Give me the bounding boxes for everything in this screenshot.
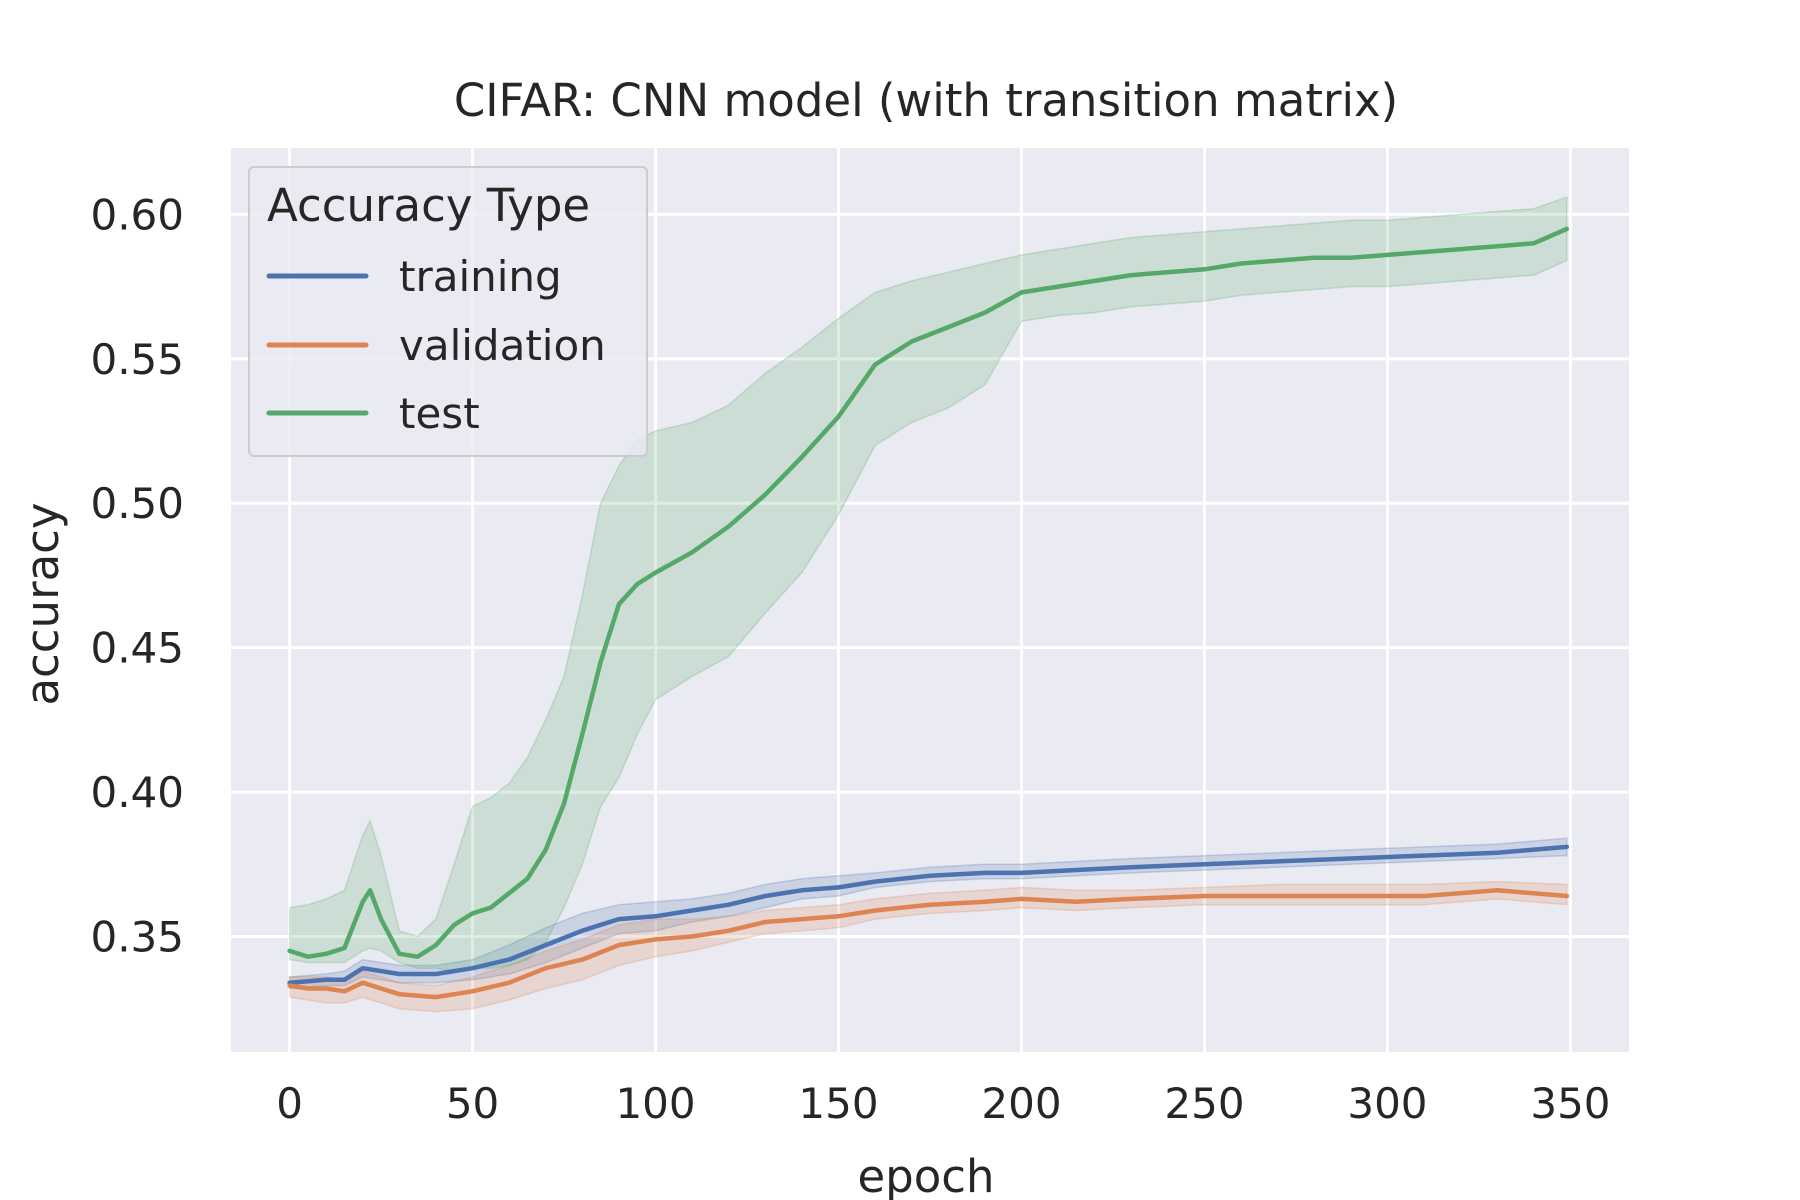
y-tick-label: 0.35 [90, 912, 184, 961]
chart-title: CIFAR: CNN model (with transition matrix… [454, 74, 1398, 127]
legend-label-training: training [399, 252, 562, 301]
x-tick-label: 300 [1347, 1079, 1427, 1128]
x-tick-label: 200 [981, 1079, 1061, 1128]
x-axis-label: epoch [857, 1150, 994, 1200]
y-tick-label: 0.40 [90, 768, 184, 817]
x-tick-label: 100 [615, 1079, 695, 1128]
y-tick-label: 0.45 [90, 624, 184, 673]
x-tick-label: 150 [798, 1079, 878, 1128]
x-tick-labels: 0 50 100 150 200 250 300 350 [276, 1079, 1610, 1128]
grid [231, 148, 1629, 1052]
legend-box [248, 166, 648, 457]
x-tick-label: 0 [276, 1079, 303, 1128]
y-axis-label: accuracy [16, 502, 69, 705]
legend: Accuracy Type training validation test [248, 166, 648, 457]
legend-title: Accuracy Type [267, 179, 590, 232]
legend-label-validation: validation [399, 321, 606, 370]
y-tick-label: 0.55 [90, 335, 184, 384]
y-tick-labels: 0.35 0.40 0.45 0.50 0.55 0.60 [90, 190, 184, 961]
x-tick-label: 50 [446, 1079, 499, 1128]
y-tick-label: 0.60 [90, 190, 184, 239]
line-training [287, 844, 1570, 985]
y-tick-label: 0.50 [90, 479, 184, 528]
x-tick-label: 250 [1164, 1079, 1244, 1128]
series-lines [287, 226, 1570, 1000]
line-validation [287, 888, 1570, 1000]
line-test [287, 226, 1570, 959]
x-tick-label: 350 [1530, 1079, 1610, 1128]
legend-label-test: test [399, 389, 480, 438]
